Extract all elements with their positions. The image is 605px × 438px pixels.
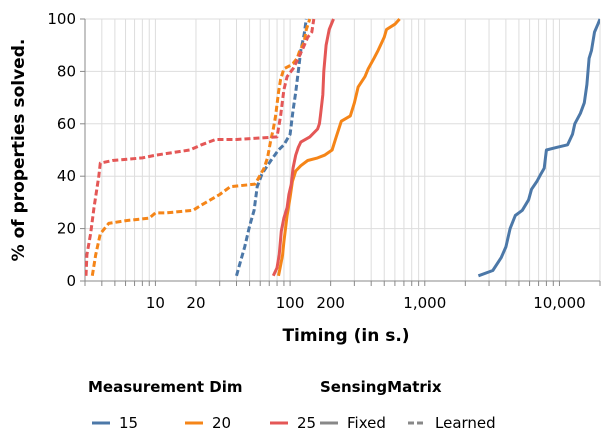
x-tick-label: 1,000 <box>403 294 446 312</box>
legend-label: 15 <box>119 414 138 432</box>
series-lines <box>85 17 600 278</box>
axes: 0 20 40 60 80 100 10 20 100 200 1,000 10,000 <box>47 10 601 312</box>
y-tick-label: 80 <box>57 62 76 80</box>
series-line-dim15-learned <box>235 18 308 277</box>
y-tick-label: 60 <box>57 115 76 133</box>
series-line-dim25-learned <box>85 18 316 276</box>
legend-label: 25 <box>297 414 316 432</box>
series-line-dim20-learned <box>90 18 312 277</box>
series-line-dim20-fixed <box>277 17 401 277</box>
x-tick-label: 200 <box>316 294 345 312</box>
legend-title: SensingMatrix <box>320 378 442 396</box>
x-tick-label: 100 <box>276 294 305 312</box>
legend-label: Fixed <box>347 414 386 432</box>
x-axis-title: Timing (in s.) <box>282 326 409 346</box>
legend-label: Learned <box>435 414 496 432</box>
y-tick-label: 0 <box>66 272 76 290</box>
y-tick-label: 100 <box>47 10 76 28</box>
legend-label: 20 <box>212 414 231 432</box>
grid <box>84 18 601 282</box>
y-tick-label: 20 <box>57 220 76 238</box>
x-tick-label: 10 <box>146 294 165 312</box>
y-tick-label: 40 <box>57 167 76 185</box>
x-tick-label: 10,000 <box>533 294 586 312</box>
series-line-dim25-fixed <box>271 18 335 277</box>
x-tick-label: 20 <box>186 294 205 312</box>
series-line-dim15-fixed <box>477 18 600 278</box>
y-axis-title: % of properties solved. <box>9 39 29 262</box>
legend-title: Measurement Dim <box>88 378 243 396</box>
